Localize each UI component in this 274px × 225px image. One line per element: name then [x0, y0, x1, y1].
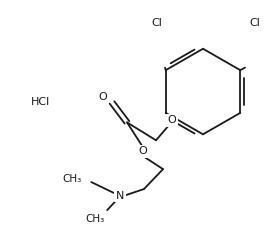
Text: O: O — [99, 92, 107, 101]
Text: Cl: Cl — [152, 18, 162, 28]
Text: O: O — [168, 115, 176, 125]
Text: Cl: Cl — [250, 18, 261, 28]
Text: CH₃: CH₃ — [62, 174, 82, 184]
Text: CH₃: CH₃ — [85, 214, 105, 224]
Text: HCl: HCl — [30, 97, 50, 108]
Text: O: O — [139, 146, 147, 156]
Text: N: N — [116, 191, 124, 201]
